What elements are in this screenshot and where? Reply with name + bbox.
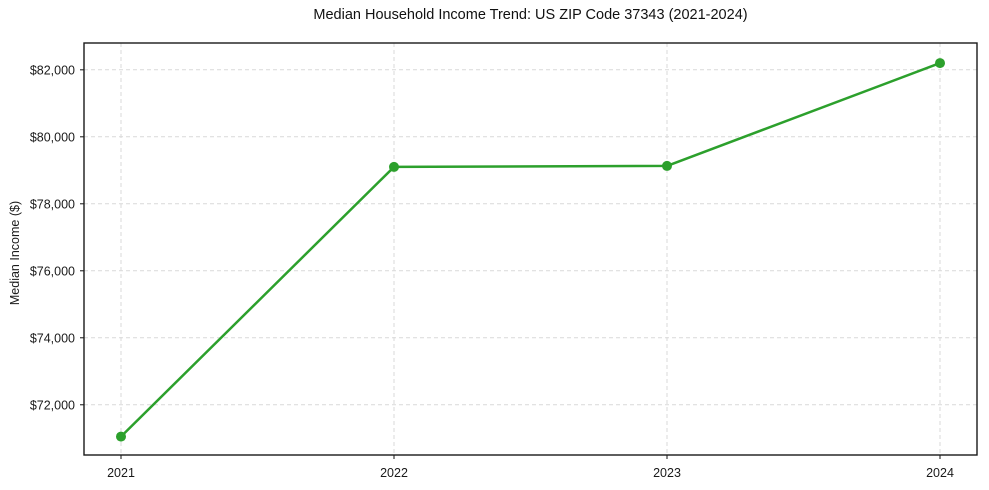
y-tick-label: $78,000 [30, 197, 75, 211]
y-tick-label: $80,000 [30, 130, 75, 144]
x-tick-label: 2022 [380, 466, 408, 480]
x-tick-label: 2023 [653, 466, 681, 480]
y-tick-label: $76,000 [30, 264, 75, 278]
y-tick-label: $74,000 [30, 331, 75, 345]
data-point-marker [116, 431, 126, 442]
y-tick-label: $82,000 [30, 63, 75, 77]
x-tick-label: 2024 [926, 466, 954, 480]
y-tick-label: $72,000 [30, 398, 75, 412]
data-point-marker [662, 160, 672, 171]
data-point-marker [935, 58, 945, 69]
data-line [119, 61, 942, 438]
chart-title: Median Household Income Trend: US ZIP Co… [313, 7, 748, 23]
x-tick-label: 2021 [107, 466, 135, 480]
data-point-marker [389, 161, 399, 172]
plot-border [83, 42, 978, 456]
